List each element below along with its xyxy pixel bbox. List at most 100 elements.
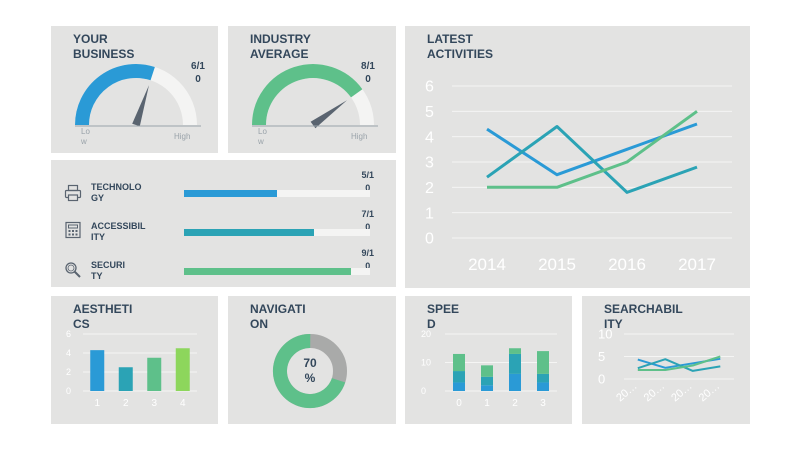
bar: [481, 376, 493, 386]
x-tick-label: 20…: [642, 380, 668, 404]
x-tick-label: 3: [151, 398, 157, 409]
gauge-value-arc: [75, 63, 155, 126]
x-tick-label: 2: [123, 398, 129, 409]
industry-high-label: High: [351, 132, 368, 141]
speed-title: SPEE D: [427, 302, 460, 331]
series-line: [637, 358, 721, 372]
metric-bar-fill: [184, 190, 277, 197]
bar: [509, 353, 521, 374]
series-line: [637, 355, 721, 371]
searchability-title: SEARCHABIL ITY: [604, 302, 683, 331]
metric-score-accessibility: 7/1 0: [361, 209, 374, 232]
x-tick-label: 1: [484, 398, 490, 409]
y-tick-label: 4: [66, 348, 71, 358]
printer-icon: [64, 184, 82, 202]
industry-score: 8/1 0: [361, 61, 375, 85]
y-tick-label: 5: [425, 104, 434, 121]
bar: [90, 350, 105, 391]
metric-bar-fill: [184, 229, 315, 236]
aesthetics-title: AESTHETI CS: [73, 302, 133, 331]
metric-bar-technology: [184, 190, 370, 197]
y-tick-label: 10: [598, 327, 612, 342]
calculator-icon: [65, 221, 81, 239]
bar: [537, 373, 549, 383]
business-title: YOUR BUSINESS: [73, 32, 135, 61]
x-tick-label: 3: [540, 398, 546, 409]
activities-title: LATEST ACTIVITIES: [427, 32, 494, 61]
business-low-label: Lo w: [81, 127, 90, 146]
metric-bar-accessibility: [184, 229, 370, 236]
business-high-label: High: [174, 132, 191, 141]
aesthetics-chart: 0 2 4 6 1 2 3 4: [66, 329, 197, 409]
business-panel: YOUR BUSINESS 6/1 0 Lo w High: [51, 26, 218, 153]
industry-panel: INDUSTRY AVERAGE 8/1 0 Lo w High: [228, 26, 396, 153]
x-tick-label: 2: [512, 398, 518, 409]
y-tick-label: 0: [421, 386, 426, 396]
activities-panel: LATEST ACTIVITIES 0 1 2 3 4 5 6 2014 2015 2016 201…: [405, 26, 750, 288]
y-tick-label: 20: [421, 329, 431, 339]
metric-score-security: 9/1 0: [361, 248, 374, 271]
x-tick-label: 0: [456, 398, 462, 409]
navigation-donut: [273, 334, 347, 408]
industry-title: INDUSTRY AVERAGE: [250, 32, 311, 61]
industry-gauge: [252, 64, 378, 129]
x-tick-label: 4: [180, 398, 186, 409]
series-line: [487, 110, 698, 189]
metric-bar-fill: [184, 268, 352, 275]
navigation-percent: 70 %: [303, 356, 317, 385]
business-gauge: [75, 63, 201, 127]
bar: [175, 348, 190, 391]
industry-low-label: Lo w: [258, 127, 267, 146]
y-tick-label: 0: [66, 386, 71, 396]
metric-label-accessibility: ACCESSIBIL ITY: [91, 221, 146, 242]
y-tick-label: 6: [425, 79, 434, 96]
bar: [481, 385, 493, 391]
gauge-value-arc: [252, 64, 363, 126]
navigation-title: NAVIGATI ON: [250, 302, 306, 331]
metric-label-security: SECURI TY: [91, 260, 126, 281]
series-line: [486, 125, 698, 194]
x-tick-label: 2015: [538, 255, 576, 274]
bar: [481, 365, 493, 377]
y-tick-label: 0: [598, 372, 605, 387]
x-tick-label: 20…: [614, 380, 640, 404]
metric-label-technology: TECHNOLO GY: [91, 182, 142, 203]
gauge-needle: [132, 85, 149, 127]
y-tick-label: 5: [598, 349, 605, 364]
searchability-panel: SEARCHABIL ITY 0 5 10 20… 20… 20… 20…: [582, 296, 750, 424]
magnifier-icon: [65, 262, 81, 278]
y-tick-label: 2: [425, 180, 434, 197]
bar: [453, 382, 465, 391]
speed-panel: SPEE D 0 10 20 0 1 2 3: [405, 296, 572, 424]
x-tick-label: 1: [94, 398, 100, 409]
y-tick-label: 6: [66, 329, 71, 339]
bar: [509, 373, 521, 391]
speed-chart: 0 10 20 0 1 2 3: [421, 329, 557, 409]
x-tick-label: 2016: [608, 255, 646, 274]
x-tick-label: 20…: [697, 380, 723, 404]
y-tick-label: 3: [425, 155, 434, 172]
activities-chart: 0 1 2 3 4 5 6 2014 2015 2016 2017: [425, 79, 732, 274]
x-tick-label: 2017: [678, 255, 716, 274]
bar: [147, 357, 162, 391]
navigation-panel: NAVIGATI ON 70 %: [228, 296, 396, 424]
series-line: [486, 122, 698, 177]
bar: [509, 348, 521, 354]
x-tick-label: 20…: [669, 380, 695, 404]
aesthetics-panel: AESTHETI CS 0 2 4 6 1 2 3 4: [51, 296, 218, 424]
bar: [537, 382, 549, 391]
gauge-needle: [310, 100, 347, 129]
y-tick-label: 1: [425, 205, 434, 222]
bar: [453, 371, 465, 383]
y-tick-label: 4: [425, 129, 434, 146]
bar: [118, 367, 133, 391]
y-tick-label: 2: [66, 367, 71, 377]
bar: [453, 353, 465, 372]
y-tick-label: 0: [425, 231, 434, 248]
bar: [537, 351, 549, 374]
business-score: 6/1 0: [191, 61, 205, 85]
metrics-panel: TECHNOLO GY 5/1 0 ACCESSIBIL ITY 7/1 0 S…: [51, 160, 396, 287]
x-tick-label: 2014: [468, 255, 506, 274]
y-tick-label: 10: [421, 358, 431, 368]
